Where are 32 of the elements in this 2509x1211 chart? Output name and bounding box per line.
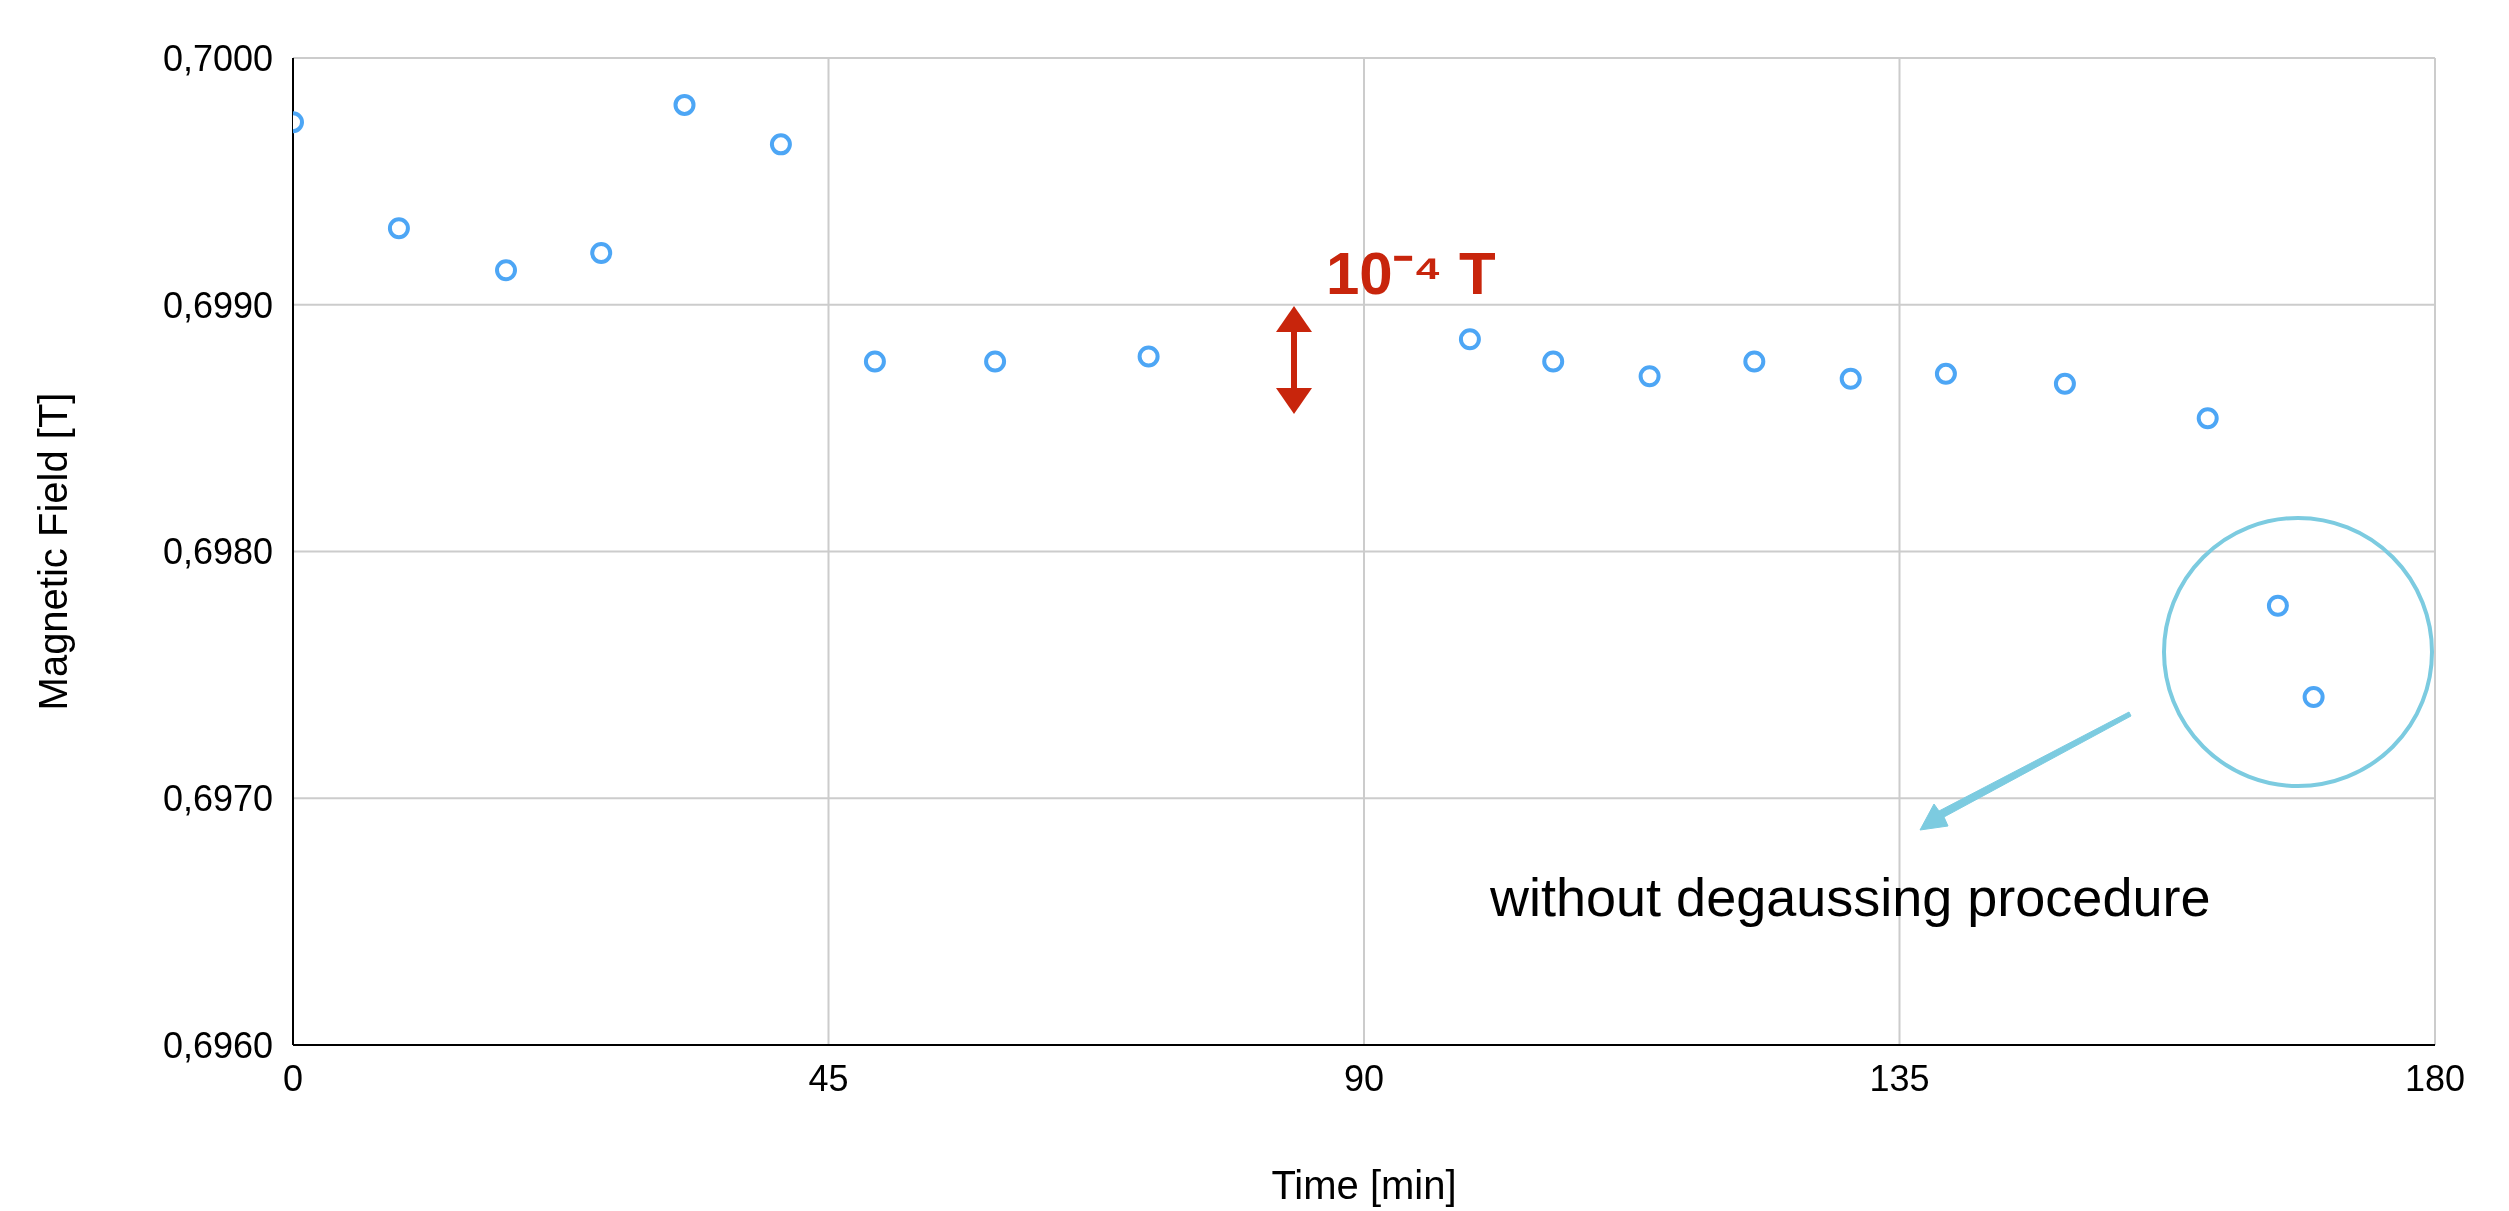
x-tick-label: 0 bbox=[282, 1057, 304, 1099]
point bbox=[1839, 367, 1862, 390]
y-tick-label: 0,6970 bbox=[162, 778, 273, 820]
y-axis-title: Magnetic Field [T] bbox=[31, 392, 76, 711]
x-tick-label: 90 bbox=[1343, 1057, 1385, 1099]
point bbox=[1934, 362, 1957, 385]
x-tick-label: 135 bbox=[1869, 1057, 1930, 1099]
annotation: 10⁻⁴ T bbox=[1326, 239, 1496, 309]
point bbox=[495, 259, 518, 282]
point bbox=[2196, 407, 2219, 430]
y-tick-label: 0,6980 bbox=[162, 531, 273, 573]
point bbox=[769, 133, 792, 156]
point bbox=[863, 350, 886, 373]
x-axis-title: Time [min] bbox=[1271, 1163, 1457, 1207]
point bbox=[2053, 372, 2076, 395]
point bbox=[1638, 365, 1661, 388]
y-tick-label: 0,6990 bbox=[162, 284, 273, 326]
point bbox=[1743, 350, 1766, 373]
point bbox=[2266, 594, 2289, 617]
point bbox=[1137, 345, 1160, 368]
point bbox=[984, 350, 1007, 373]
annotation: without degaussing procedure bbox=[1490, 866, 2211, 928]
point bbox=[673, 93, 696, 116]
y-tick-label: 0,6960 bbox=[162, 1024, 273, 1066]
point bbox=[590, 241, 613, 264]
point bbox=[2302, 686, 2325, 709]
point bbox=[387, 217, 410, 240]
point bbox=[1458, 328, 1481, 351]
point bbox=[1542, 350, 1565, 373]
x-tick-label: 180 bbox=[2404, 1057, 2466, 1099]
y-tick-label: 0,7000 bbox=[162, 37, 273, 79]
x-tick-label: 45 bbox=[808, 1057, 849, 1099]
